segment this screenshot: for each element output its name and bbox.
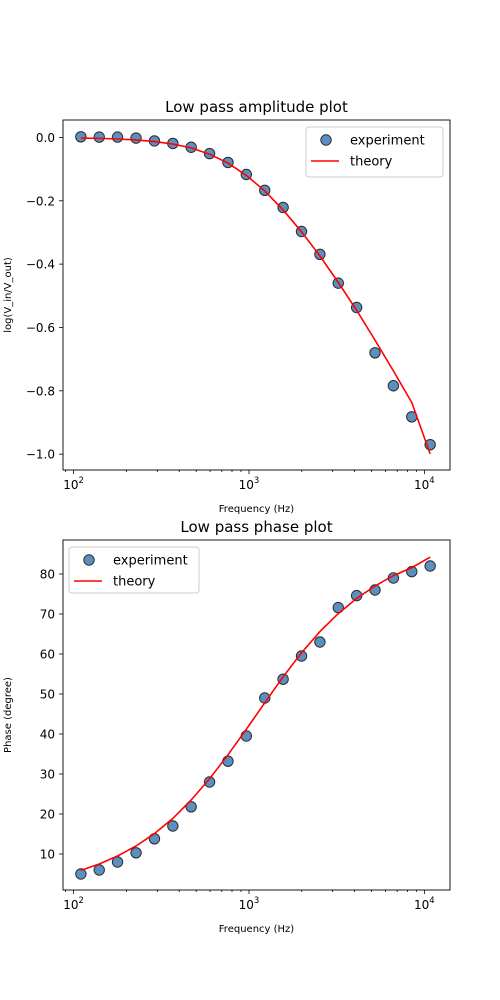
y-axis-label: log(V_in/V_out) — [3, 257, 14, 333]
x-axis-label: Frequency (Hz) — [219, 504, 295, 515]
legend-label: theory — [113, 575, 156, 590]
y-tick-label: −0.4 — [26, 258, 55, 272]
axes-frame — [62, 539, 451, 891]
x-tick-label: 104 — [414, 476, 435, 492]
experiment-point — [167, 820, 179, 832]
chart-title: Low pass phase plot — [180, 518, 332, 536]
x-tick-label-base: 10 — [239, 898, 254, 912]
experiment-point — [93, 864, 105, 876]
y-tick-label: 50 — [40, 688, 55, 702]
x-tick-label-exponent: 4 — [429, 896, 434, 906]
x-tick-label: 104 — [414, 896, 435, 912]
y-tick-label: 30 — [40, 768, 55, 782]
x-axis-label: Frequency (Hz) — [219, 924, 295, 935]
legend: experiment theory — [305, 126, 444, 178]
x-tick-label: 103 — [239, 476, 260, 492]
y-tick-label: 0.0 — [36, 131, 55, 145]
legend: experiment theory — [68, 546, 200, 594]
theory-line — [80, 556, 431, 872]
experiment-point — [277, 201, 289, 214]
y-axis-label: Phase (degree) — [3, 677, 14, 753]
x-tick-label-base: 10 — [414, 898, 429, 912]
experiment-point — [111, 131, 124, 143]
y-tick-label: 10 — [40, 848, 55, 862]
x-tick-label-exponent: 3 — [254, 896, 259, 906]
experiment-point — [314, 636, 326, 648]
legend-label: experiment — [113, 554, 188, 569]
x-tick-label-exponent: 4 — [429, 476, 434, 486]
chart-title: Low pass amplitude plot — [165, 98, 348, 116]
x-tick-label-exponent: 2 — [79, 476, 84, 486]
x-tick-label: 103 — [239, 896, 260, 912]
experiment-point — [203, 776, 216, 788]
experiment-point — [295, 650, 308, 662]
x-tick-label: 102 — [63, 896, 84, 912]
experiment-point — [130, 847, 142, 859]
legend-label: experiment — [350, 134, 425, 149]
y-tick-label: −0.6 — [26, 321, 55, 335]
experiment-point — [75, 868, 87, 880]
experiment-point — [75, 131, 87, 143]
x-tick-label-base: 10 — [63, 898, 78, 912]
legend-label: theory — [350, 155, 393, 170]
legend-box — [305, 126, 444, 178]
theory-line — [80, 137, 431, 455]
experiment-point — [350, 301, 363, 314]
experiment-point — [222, 755, 234, 767]
x-tick-label-base: 10 — [239, 478, 254, 492]
x-tick-label-base: 10 — [414, 478, 429, 492]
experiment-point — [387, 380, 400, 392]
experiment-point — [369, 347, 381, 359]
legend-experiment-marker — [83, 554, 95, 566]
experiment-point — [240, 730, 253, 742]
x-tick-label-exponent: 2 — [79, 896, 84, 906]
y-tick-label: −0.2 — [26, 194, 55, 208]
x-tick-label-exponent: 3 — [254, 476, 259, 486]
y-tick-label: 70 — [40, 608, 55, 622]
legend-experiment-marker — [320, 134, 332, 146]
y-tick-label: −0.8 — [26, 384, 55, 398]
experiment-point — [185, 801, 197, 813]
experiment-point — [424, 560, 436, 572]
y-tick-label: 80 — [40, 568, 55, 582]
y-tick-label: −1.0 — [26, 448, 55, 462]
axes-frame — [62, 119, 451, 471]
y-tick-label: 20 — [40, 808, 55, 822]
y-tick-label: 40 — [40, 728, 55, 742]
experiment-point — [130, 132, 142, 144]
y-tick-label: 60 — [40, 648, 55, 662]
experiment-point — [93, 131, 105, 143]
x-tick-label: 102 — [63, 476, 84, 492]
x-tick-label-base: 10 — [63, 478, 78, 492]
